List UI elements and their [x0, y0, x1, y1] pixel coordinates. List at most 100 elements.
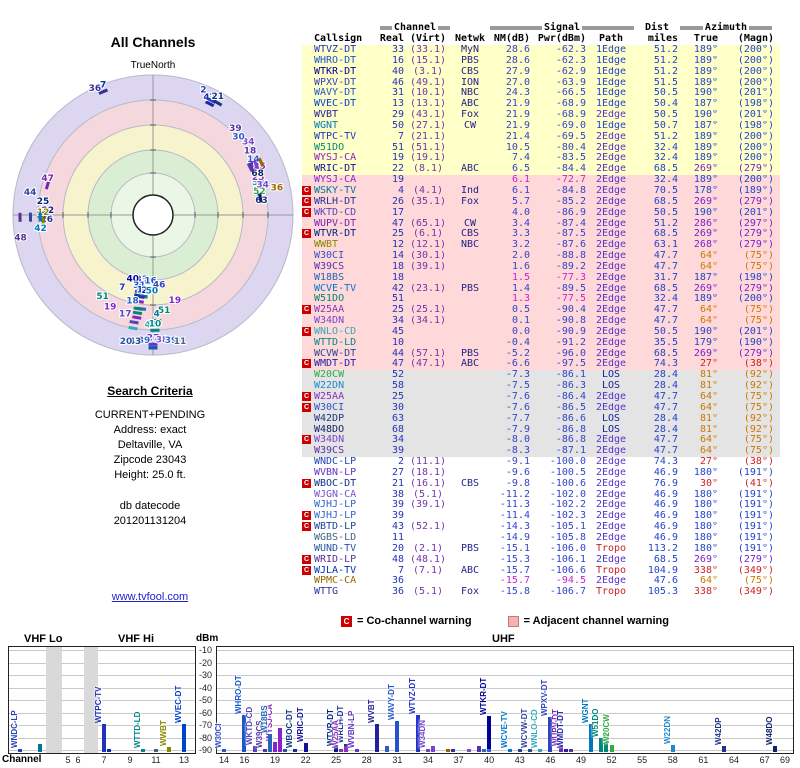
table-row: WCVE-TV 42 (23.1) PBS 1.4 -89.5 2Edge 68.5 269° (… — [302, 283, 780, 295]
radar-station-marker — [134, 289, 145, 295]
cell-noise-margin: 21.9 — [505, 110, 530, 121]
gridline — [217, 712, 793, 714]
cell-real-channel: 68 — [391, 424, 404, 435]
cell-virtual-channel — [404, 425, 452, 436]
cell-distance: 47.7 — [653, 402, 678, 413]
radar-channel-label: 40 — [126, 275, 139, 285]
cell-callsign: WRLH-DT — [314, 196, 357, 207]
cell-azimuth-true: 64° — [699, 305, 718, 316]
cell-callsign: WTTG — [314, 587, 339, 598]
cell-virtual-channel: (25.1) — [409, 305, 447, 316]
cell-power: -105.8 — [549, 532, 586, 543]
signal-bar — [563, 749, 568, 752]
cell-azimuth-true: 187° — [693, 120, 718, 131]
cell-network: ION — [460, 77, 480, 88]
cell-real-channel: 18 — [391, 261, 404, 272]
cell-virtual-channel — [404, 435, 452, 446]
radar-station-marker — [252, 159, 260, 170]
cell-path: 1Edge — [595, 66, 627, 77]
co-channel-warning-icon: C — [302, 511, 311, 521]
cell-real-channel: 38 — [391, 489, 404, 500]
cell-azimuth-magnetic: (191°) — [737, 489, 774, 500]
signal-bar — [339, 749, 344, 752]
cell-network — [452, 533, 488, 544]
cell-network: CBS — [460, 229, 480, 240]
cell-path: 2Edge — [595, 196, 627, 207]
cell-path: 2Edge — [595, 142, 627, 153]
cell-real-channel: 46 — [391, 77, 404, 88]
cell-callsign: W20CW — [314, 370, 345, 381]
table-row: WJGN-CA 38 (5.1) -11.2 -102.0 2Edge 46.9 180° (1… — [302, 489, 780, 501]
header-rule — [380, 25, 392, 30]
cell-power: -85.2 — [555, 196, 586, 207]
signal-bar — [477, 746, 481, 752]
cell-virtual-channel: (12.1) — [409, 240, 447, 251]
cell-virtual-channel: (27.1) — [409, 120, 447, 131]
signal-table: Channel Signal Dist Azimuth Callsign Rea… — [302, 22, 780, 599]
cell-azimuth-magnetic: (38°) — [743, 359, 774, 370]
cell-virtual-channel — [404, 533, 452, 544]
warning-marker-cell: C — [302, 392, 314, 403]
cell-real-channel: 25 — [391, 305, 404, 316]
tvfool-link[interactable]: www.tvfool.com — [111, 591, 189, 603]
cell-real-channel: 51 — [391, 294, 404, 305]
cell-callsign: WMDT-DT — [314, 359, 357, 370]
warning-marker-cell — [302, 425, 314, 436]
cell-callsign: W51DO — [314, 142, 345, 153]
radar-channel-label: 39 — [165, 336, 178, 346]
cell-noise-margin: -11.4 — [499, 511, 530, 522]
cell-path: 1Edge — [595, 55, 627, 66]
cell-power: -72.7 — [555, 175, 586, 186]
cell-network — [452, 327, 488, 338]
bar-callsign-label: WTKR-DT — [479, 677, 489, 716]
signal-bar — [558, 746, 563, 752]
cell-noise-margin: -15.7 — [499, 565, 530, 576]
signal-bar — [141, 749, 145, 752]
table-row: WUND-TV 20 (2.1) PBS -15.1 -106.0 Tropo 113.2 18… — [302, 543, 780, 555]
cell-noise-margin: -9.8 — [505, 478, 530, 489]
channel-tick-label: 19 — [269, 755, 280, 765]
bar-callsign-label: WKTD-CD — [244, 706, 254, 746]
cell-distance: 46.9 — [653, 522, 678, 533]
cell-path: 2Edge — [595, 500, 627, 511]
cell-power: -83.5 — [555, 153, 586, 164]
table-row: C W30CI 30 -7.6 -86.5 2Edge 47.7 64° (75°) — [302, 402, 780, 414]
cell-azimuth-magnetic: (191°) — [737, 500, 774, 511]
radar-channel-label: 18 — [126, 297, 139, 307]
cell-power: -77.3 — [555, 272, 586, 283]
channel-tick-label: 16 — [239, 755, 250, 765]
bar-callsign-label: WCVW-DT — [520, 708, 529, 748]
radar-station-marker — [136, 286, 147, 291]
cell-callsign: WTPC-TV — [314, 131, 357, 142]
cell-path: 2Edge — [595, 185, 627, 196]
cell-power: -86.4 — [555, 392, 586, 402]
cell-callsign: W42DP — [314, 413, 345, 424]
radar-station-marker — [38, 212, 42, 222]
channel-tick-label: 58 — [667, 755, 678, 765]
cell-power: -86.3 — [555, 381, 586, 392]
cell-distance: 50.7 — [653, 120, 678, 131]
channel-tick-label: 25 — [331, 755, 342, 765]
cell-real-channel: 63 — [391, 413, 404, 424]
cell-distance: 32.4 — [653, 294, 678, 305]
radar-station-marker — [247, 162, 255, 172]
radar-channel-label: 51 — [96, 292, 109, 302]
cell-distance: 113.2 — [647, 543, 678, 554]
cell-real-channel: 47 — [391, 359, 404, 370]
cell-azimuth-magnetic: (191°) — [737, 543, 774, 554]
col-header-real: Real — [379, 33, 404, 44]
cell-azimuth-true: 268° — [693, 240, 718, 251]
cell-power: -77.5 — [555, 294, 586, 305]
bar-callsign-label: WVBT — [367, 699, 376, 723]
cell-azimuth-true: 269° — [693, 348, 718, 359]
signal-bar — [354, 749, 359, 752]
cell-path: 2Edge — [595, 164, 627, 175]
cell-distance: 47.7 — [653, 251, 678, 262]
cell-callsign: WPXV-DT — [314, 77, 357, 88]
cell-network: PBS — [460, 283, 480, 294]
cell-azimuth-true: 64° — [699, 251, 718, 262]
co-channel-warning-icon: C — [302, 305, 311, 315]
cell-distance: 28.4 — [653, 381, 678, 392]
cell-noise-margin: -11.2 — [499, 489, 530, 500]
cell-network — [452, 414, 488, 425]
